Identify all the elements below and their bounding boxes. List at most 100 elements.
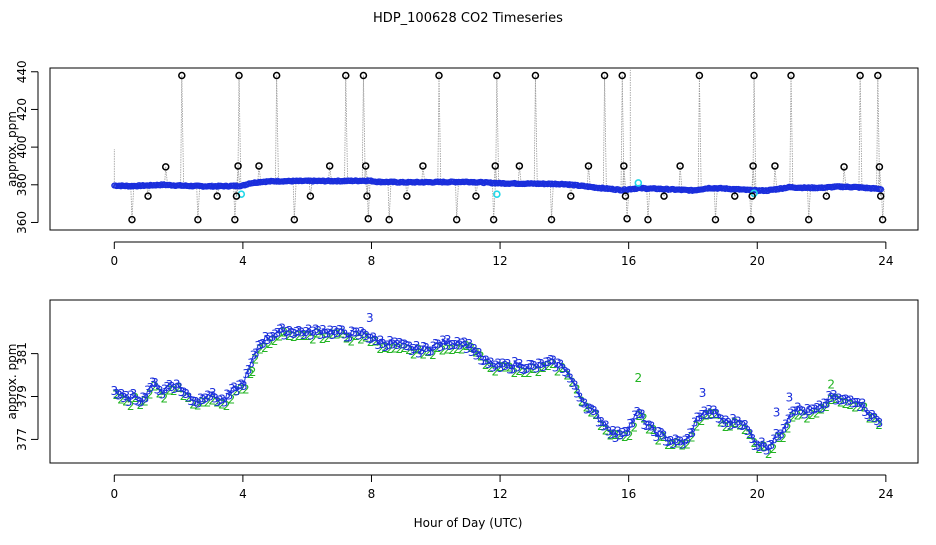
green-marker: 2 [357,332,365,346]
spike-line [789,75,792,188]
spike-line [859,75,863,188]
blue-marker: 3 [170,382,178,396]
spike-line [602,75,605,189]
blue-marker: 3 [823,397,831,411]
blue-marker: 3 [758,436,766,450]
outlier-point [489,215,498,224]
blue-marker: 3 [185,390,193,404]
outlier-point [547,215,556,224]
green-marker: 2 [343,331,351,345]
blue-marker: 3 [777,427,785,441]
blue-marker: 3 [835,391,843,405]
blue-marker: 3 [146,381,154,395]
blue-marker: 3 [578,396,586,410]
outlier-point [231,215,239,224]
outlier-point [232,192,241,200]
green-marker: 2 [520,366,528,380]
x-tick-label: 4 [239,487,247,501]
x-axis-label: Hour of Day (UTC) [414,516,523,530]
green-marker: 2 [664,438,672,452]
blue-marker: 3 [736,418,744,432]
blue-marker: 3 [178,385,186,399]
blue-marker: 3 [569,376,577,390]
spike-line [697,75,700,190]
blue-marker: 3 [542,355,550,369]
blue-marker: 3 [571,378,579,392]
green-marker: 2 [199,395,207,409]
spike-line [647,188,651,220]
blue-marker: 3 [206,390,214,404]
green-marker: 2 [309,333,317,347]
blue-marker: 3 [286,324,294,338]
blue-marker: 3 [425,345,433,359]
green-marker: 2 [170,384,178,398]
blue-marker: 3 [535,357,543,371]
outlier-point [856,71,864,80]
spike-line [807,187,810,220]
green-marker: 2 [156,386,164,400]
blue-marker: 3 [876,416,884,430]
green-marker: 2 [530,362,538,376]
blue-marker: 3 [475,346,483,360]
blue-marker: 3 [530,359,538,373]
spike-line [622,165,625,190]
blue-marker: 3 [489,361,497,375]
green-marker: 2 [376,342,384,356]
green-marker: 2 [242,383,250,397]
green-marker: 2 [194,399,202,413]
blue-marker: 3 [607,427,615,441]
blue-marker: 3 [130,387,138,401]
green-marker: 2 [515,364,523,378]
blue-marker: 3 [161,382,169,396]
blue-marker: 3 [441,339,449,353]
blue-marker: 3 [782,418,790,432]
blue-marker: 3 [648,419,656,433]
green-marker: 2 [165,384,173,398]
blue-marker: 3 [113,387,121,401]
blue-marker: 3 [142,392,150,406]
green-marker: 2 [324,331,332,345]
blue-marker: 3 [281,329,289,343]
green-marker: 2 [448,343,456,357]
green-marker: 2 [491,364,499,378]
blue-marker: 3 [852,396,860,410]
blue-marker: 3 [626,417,634,431]
blue-marker: 3 [633,405,641,419]
blue-marker: 3 [772,427,780,441]
spike-line [825,187,829,197]
spike-line [363,75,366,181]
spike-line [570,184,573,197]
green-marker: 2 [112,388,120,402]
y-tick-label: 379 [15,385,29,408]
green-marker: 2 [372,335,380,349]
blue-marker: 3 [784,412,792,426]
green-marker: 2 [160,391,168,405]
x-tick-label: 12 [492,487,507,501]
outlier-point [359,71,368,80]
green-marker: 2 [784,421,792,435]
green-marker: 2 [645,423,653,437]
blue-marker: 3 [240,379,248,393]
blue-marker: 3 [259,337,267,351]
blue-marker: 3 [382,340,390,354]
blue-marker: 3 [861,405,869,419]
spike-line [131,186,135,220]
blue-marker: 3 [437,340,445,354]
green-marker: 2 [827,393,835,407]
green-marker: 2 [487,361,495,375]
green-marker: 2 [875,418,883,432]
blue-marker: 3 [209,386,217,400]
green-marker: 2 [803,411,811,425]
upper-panel: 0 4 8 12 16 20 24 360 380 400 420 440 approx. ppm [5,60,919,268]
green-marker: 2 [208,394,216,408]
blue-marker: 3 [684,432,692,446]
x-tick-label: 16 [621,254,636,268]
blue-marker: 3 [288,326,296,340]
blue-marker: 3 [573,386,581,400]
spike-line [181,75,185,186]
blue-marker: 3 [494,356,502,370]
blue-marker: 3 [552,361,560,375]
spike-line [275,75,278,182]
blue-marker: 3 [343,330,351,344]
outlier-point [600,71,609,80]
